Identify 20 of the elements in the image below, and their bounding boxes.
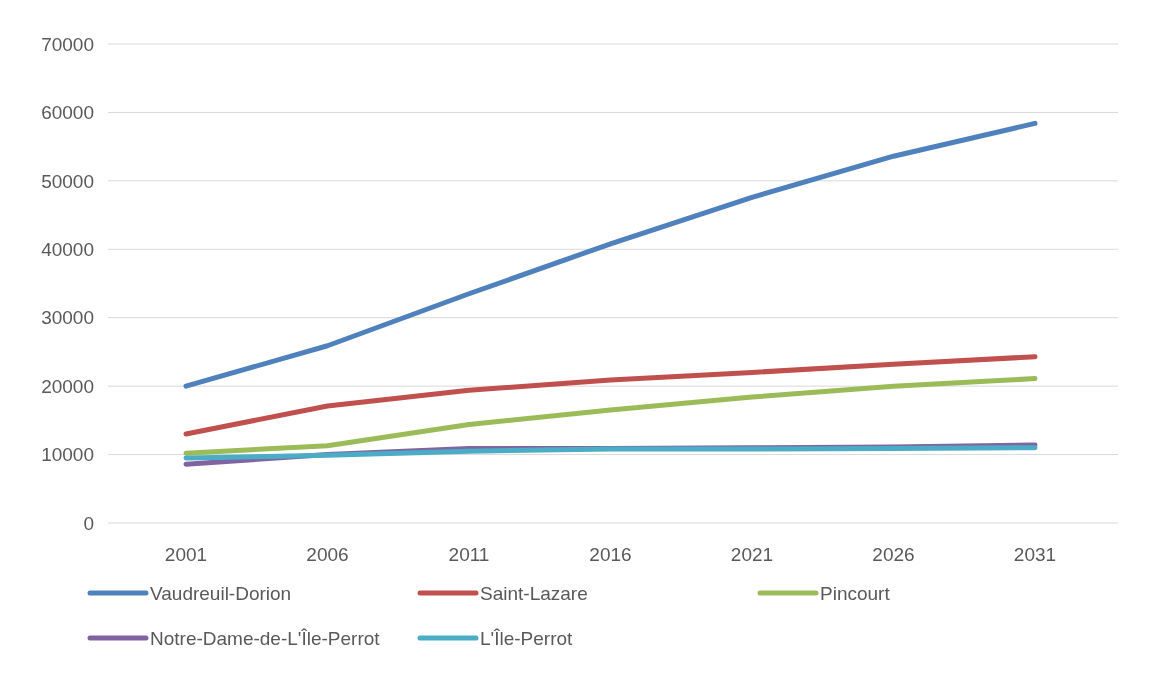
- x-tick-label: 2011: [448, 544, 490, 565]
- y-tick-label: 10000: [41, 444, 94, 466]
- y-tick-label: 70000: [41, 33, 94, 55]
- x-tick-label: 2021: [730, 544, 774, 565]
- legend-label: Pincourt: [820, 582, 891, 604]
- y-tick-label: 30000: [41, 307, 94, 329]
- legend-label: L'Île-Perrot: [480, 627, 574, 649]
- x-tick-label: 2031: [1013, 544, 1057, 565]
- y-tick-label: 0: [83, 512, 94, 534]
- x-tick-label: 2016: [589, 544, 632, 565]
- x-tick-label: 2006: [306, 544, 349, 565]
- legend-label: Vaudreuil-Dorion: [150, 582, 292, 604]
- legend-label: Notre-Dame-de-L'Île-Perrot: [150, 627, 381, 649]
- x-tick-label: 2026: [872, 544, 915, 565]
- y-tick-label: 40000: [41, 238, 94, 260]
- y-tick-label: 20000: [41, 375, 94, 397]
- x-tick-label: 2001: [164, 544, 208, 565]
- y-tick-label: 60000: [41, 102, 94, 124]
- y-tick-label: 50000: [41, 170, 94, 192]
- legend-label: Saint-Lazare: [480, 582, 588, 604]
